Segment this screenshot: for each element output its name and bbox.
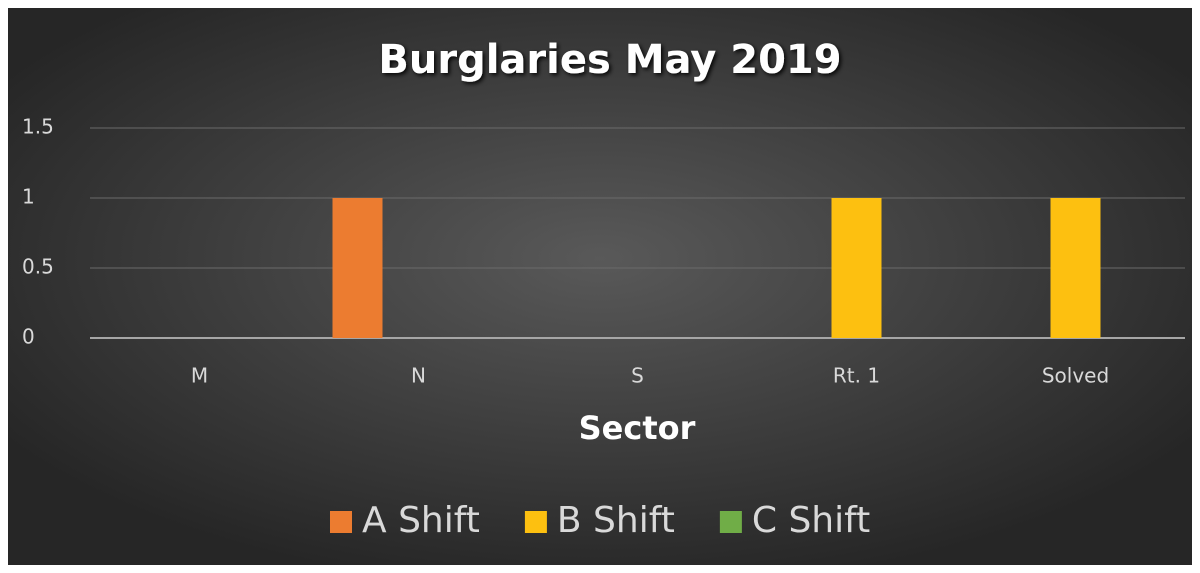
x-tick-label: N xyxy=(411,364,426,388)
bar xyxy=(831,198,882,338)
bar xyxy=(332,198,383,338)
legend-label: C Shift xyxy=(752,500,870,541)
chart-title: Burglaries May 2019 xyxy=(378,37,841,83)
y-tick-label: 0.5 xyxy=(22,255,54,279)
legend-label: A Shift xyxy=(362,500,480,541)
legend-swatch xyxy=(719,511,742,533)
y-tick-label: 1.5 xyxy=(22,115,54,139)
x-tick-label: S xyxy=(631,364,644,388)
x-tick-label: Solved xyxy=(1042,364,1109,388)
y-tick-label: 0 xyxy=(22,325,35,349)
y-tick-label: 1 xyxy=(22,185,35,209)
chart-background xyxy=(8,8,1192,565)
bar xyxy=(1050,198,1101,338)
legend-swatch xyxy=(524,511,547,533)
x-axis-label: Sector xyxy=(579,409,696,447)
x-tick-label: M xyxy=(191,364,208,388)
legend-label: B Shift xyxy=(557,500,675,541)
x-tick-label: Rt. 1 xyxy=(833,364,880,388)
legend-swatch xyxy=(330,511,352,533)
